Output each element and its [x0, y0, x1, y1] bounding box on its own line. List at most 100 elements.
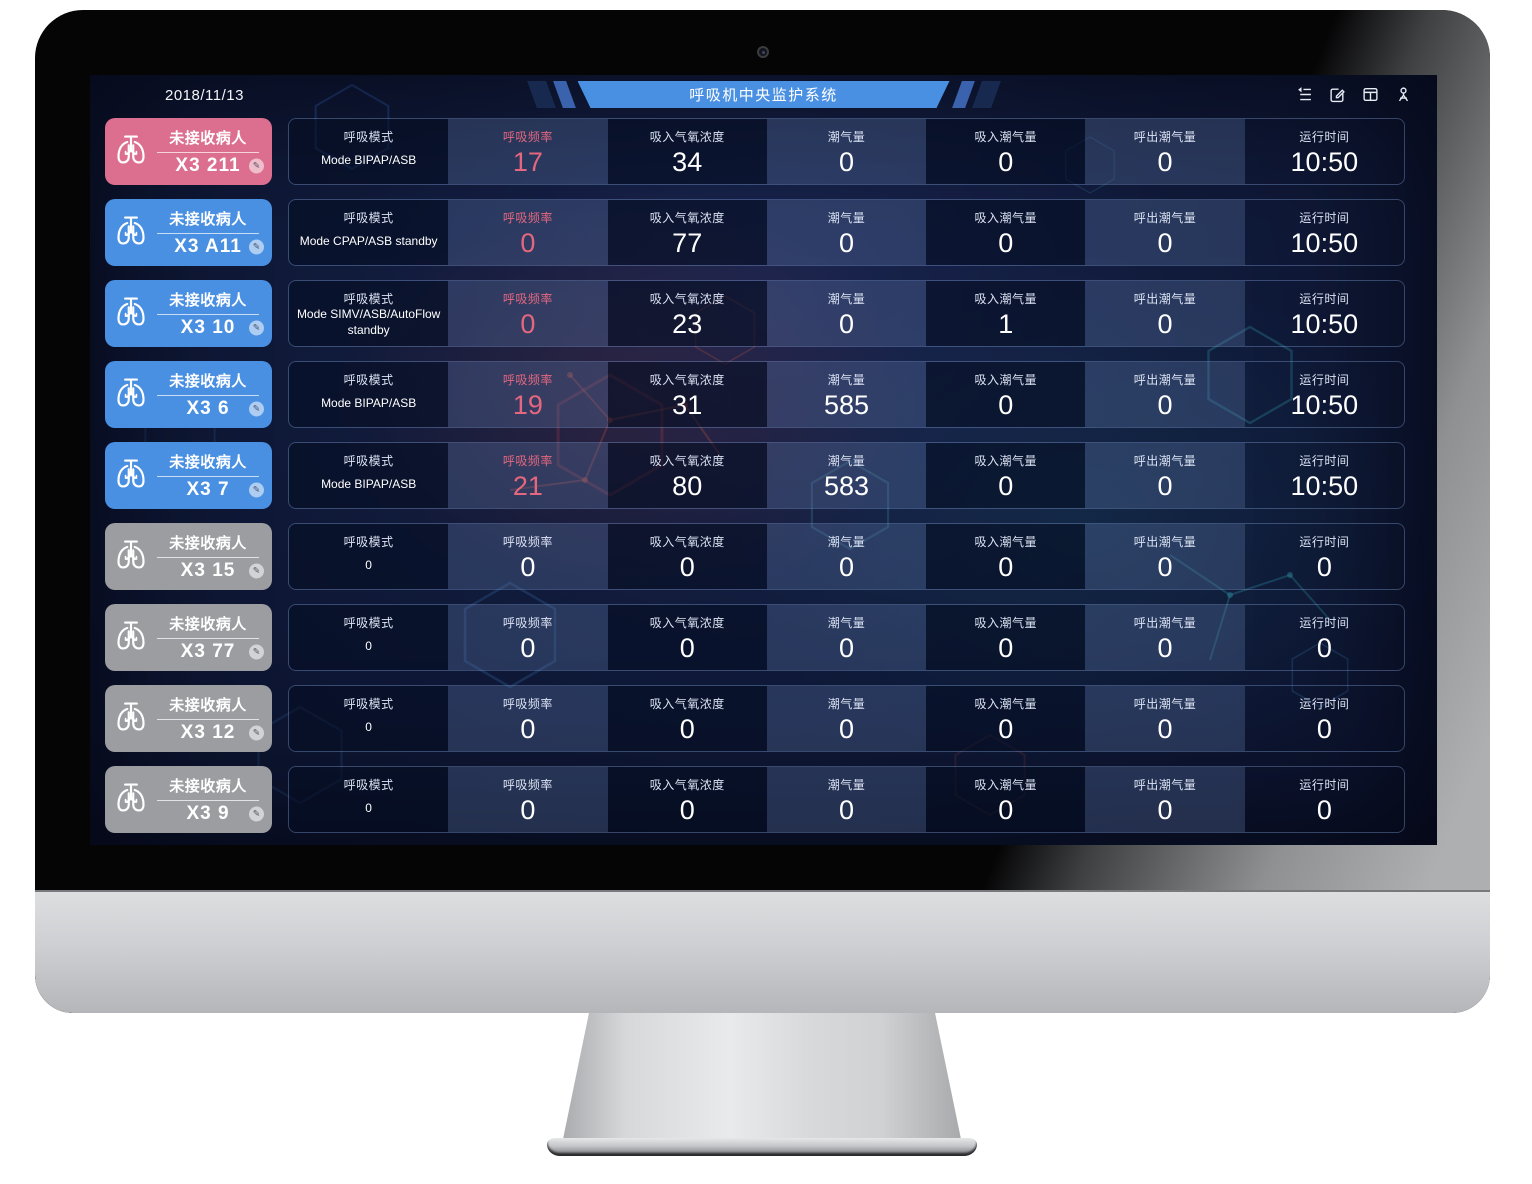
lungs-icon	[105, 294, 157, 334]
patient-card[interactable]: 未接收病人 X3 6 ✎	[105, 361, 272, 428]
edit-badge-icon[interactable]: ✎	[249, 644, 264, 659]
column-header: 运行时间	[1299, 211, 1350, 225]
column-header: 吸入潮气量	[974, 130, 1038, 144]
runtime-value: 0	[1316, 714, 1332, 744]
patient-card[interactable]: 未接收病人 X3 12 ✎	[105, 685, 272, 752]
column-header: 运行时间	[1299, 292, 1350, 306]
edit-badge-icon[interactable]: ✎	[249, 158, 264, 173]
edit-badge-icon[interactable]: ✎	[249, 725, 264, 740]
monitor-row: 未接收病人 X3 211 ✎ 呼吸模式 Mode BIPAP/ASB 呼吸频率 …	[105, 118, 1405, 185]
mode-value: Mode BIPAP/ASB	[321, 152, 417, 167]
cell-mode: 呼吸模式 0	[289, 605, 449, 670]
column-header: 呼出潮气量	[1133, 697, 1197, 711]
rate-value: 19	[512, 390, 543, 420]
column-header: 潮气量	[827, 697, 866, 711]
inspired-tidal-volume-value: 0	[998, 147, 1014, 177]
edit-badge-icon[interactable]: ✎	[249, 320, 264, 335]
edit-badge-icon[interactable]: ✎	[249, 563, 264, 578]
fio2-value: 0	[679, 552, 695, 582]
cell-inspired-tidal-volume: 吸入潮气量 0	[926, 200, 1086, 265]
rate-value: 0	[520, 228, 536, 258]
cell-fio2: 吸入气氧浓度 31	[607, 362, 767, 427]
banner-stripe	[971, 81, 1001, 108]
banner-stripe	[526, 81, 556, 108]
tidal-volume-value: 585	[823, 390, 870, 420]
patient-status-label: 未接收病人	[169, 129, 247, 147]
card-divider	[157, 313, 259, 315]
monitor-stand-neck	[562, 1008, 962, 1144]
column-header: 呼出潮气量	[1133, 292, 1197, 306]
column-header: 呼吸模式	[343, 130, 394, 144]
patient-card[interactable]: 未接收病人 X3 A11 ✎	[105, 199, 272, 266]
cell-tidal-volume: 潮气量 0	[766, 686, 927, 751]
exhaled-tidal-volume-value: 0	[1157, 147, 1173, 177]
patient-id: X3 7	[186, 478, 230, 500]
edit-badge-icon[interactable]: ✎	[249, 482, 264, 497]
card-divider	[157, 475, 259, 477]
monitor-frame: 2018/11/13 呼吸机中央监护系统	[35, 10, 1490, 1013]
exhaled-tidal-volume-value: 0	[1157, 633, 1173, 663]
column-header: 呼吸模式	[343, 373, 394, 387]
exhaled-tidal-volume-value: 0	[1157, 309, 1173, 339]
tidal-volume-value: 0	[838, 309, 854, 339]
monitor-row: 未接收病人 X3 9 ✎ 呼吸模式 0 呼吸频率 0 吸入气氧浓度 0	[105, 766, 1405, 833]
cell-tidal-volume: 潮气量 585	[766, 362, 927, 427]
edit-badge-icon[interactable]: ✎	[249, 806, 264, 821]
cell-fio2: 吸入气氧浓度 77	[607, 200, 767, 265]
fio2-value: 80	[672, 471, 703, 501]
mode-value: 0	[365, 638, 372, 653]
column-header: 呼出潮气量	[1133, 778, 1197, 792]
inspired-tidal-volume-value: 0	[998, 228, 1014, 258]
cell-fio2: 吸入气氧浓度 0	[607, 605, 767, 670]
cell-exhaled-tidal-volume: 呼出潮气量 0	[1085, 443, 1245, 508]
user-icon[interactable]	[1395, 86, 1412, 103]
fio2-value: 0	[679, 633, 695, 663]
cell-exhaled-tidal-volume: 呼出潮气量 0	[1085, 605, 1245, 670]
patient-card[interactable]: 未接收病人 X3 7 ✎	[105, 442, 272, 509]
layout-icon[interactable]	[1362, 86, 1379, 103]
patient-id: X3 12	[180, 721, 236, 743]
fio2-value: 34	[672, 147, 703, 177]
cell-exhaled-tidal-volume: 呼出潮气量 0	[1085, 362, 1245, 427]
mode-value: Mode BIPAP/ASB	[321, 476, 417, 491]
cell-mode: 呼吸模式 Mode BIPAP/ASB	[289, 443, 449, 508]
tidal-volume-value: 0	[838, 633, 854, 663]
vitals-row: 呼吸模式 0 呼吸频率 0 吸入气氧浓度 0 潮气量 0 吸入潮气量 0 呼出潮…	[288, 523, 1405, 590]
patient-card[interactable]: 未接收病人 X3 77 ✎	[105, 604, 272, 671]
inspired-tidal-volume-value: 0	[998, 633, 1014, 663]
column-header: 运行时间	[1299, 616, 1350, 630]
patient-card[interactable]: 未接收病人 X3 211 ✎	[105, 118, 272, 185]
lungs-icon	[105, 213, 157, 253]
patient-card[interactable]: 未接收病人 X3 9 ✎	[105, 766, 272, 833]
cell-mode: 呼吸模式 Mode BIPAP/ASB	[289, 362, 449, 427]
column-header: 运行时间	[1299, 535, 1350, 549]
edit-badge-icon[interactable]: ✎	[249, 239, 264, 254]
edit-badge-icon[interactable]: ✎	[249, 401, 264, 416]
edit-form-icon[interactable]	[1329, 86, 1346, 103]
column-header: 呼吸频率	[502, 616, 553, 630]
lungs-icon	[105, 537, 157, 577]
cell-respiratory-rate: 呼吸频率 0	[448, 605, 608, 670]
cell-runtime: 运行时间 0	[1245, 686, 1404, 751]
column-header: 呼吸模式	[343, 454, 394, 468]
patient-status-label: 未接收病人	[169, 615, 247, 633]
column-header: 吸入气氧浓度	[649, 292, 725, 306]
patient-card-text: 未接收病人 X3 77 ✎	[157, 613, 272, 663]
tidal-volume-value: 0	[838, 795, 854, 825]
card-divider	[157, 394, 259, 396]
column-header: 呼出潮气量	[1133, 616, 1197, 630]
patient-card-text: 未接收病人 X3 A11 ✎	[157, 208, 272, 258]
patient-card[interactable]: 未接收病人 X3 15 ✎	[105, 523, 272, 590]
lungs-icon	[105, 699, 157, 739]
column-header: 运行时间	[1299, 697, 1350, 711]
cell-runtime: 运行时间 0	[1245, 605, 1404, 670]
patient-id: X3 9	[186, 802, 230, 824]
column-header: 潮气量	[827, 373, 866, 387]
patient-card-text: 未接收病人 X3 9 ✎	[157, 775, 272, 825]
cell-fio2: 吸入气氧浓度 23	[607, 281, 767, 346]
patient-id: X3 15	[180, 559, 236, 581]
patient-card[interactable]: 未接收病人 X3 10 ✎	[105, 280, 272, 347]
menu-fold-icon[interactable]	[1296, 86, 1313, 103]
lungs-icon	[105, 375, 157, 415]
vitals-row: 呼吸模式 Mode BIPAP/ASB 呼吸频率 17 吸入气氧浓度 34 潮气…	[288, 118, 1405, 185]
